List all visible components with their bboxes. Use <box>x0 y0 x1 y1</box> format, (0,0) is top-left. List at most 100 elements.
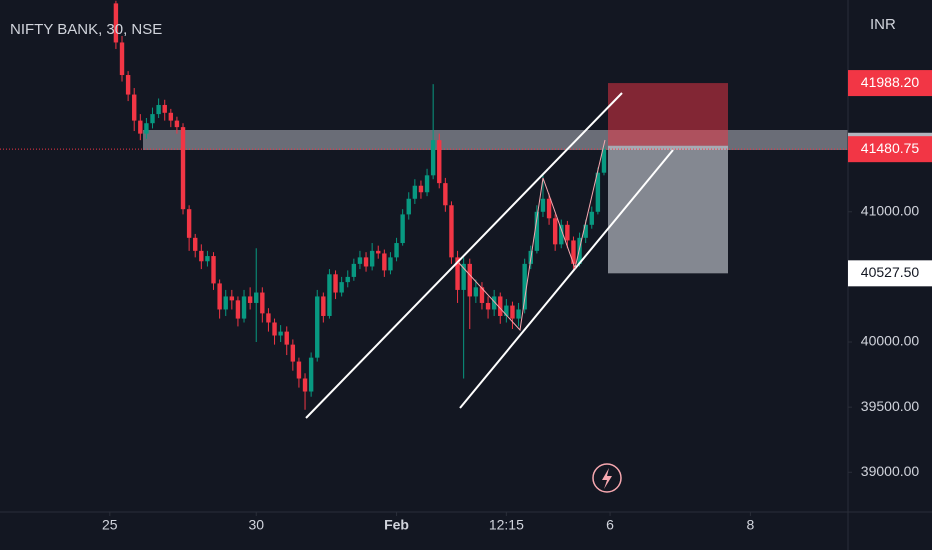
candle-body <box>290 344 296 362</box>
candle-body <box>412 185 418 199</box>
candle-body <box>333 274 338 293</box>
candle-body <box>156 104 161 115</box>
candle-body <box>351 263 357 277</box>
candle-body <box>546 198 552 219</box>
candle-body <box>491 296 497 310</box>
candle-body <box>296 361 302 379</box>
candle-body <box>144 123 149 134</box>
candle-body <box>400 214 405 244</box>
y-tick-label: 41000.00 <box>861 202 920 218</box>
candle-body <box>345 276 350 283</box>
candle-body <box>510 305 515 319</box>
candle-body <box>540 198 546 212</box>
candle-body <box>174 120 180 128</box>
price-label: 41988.20 <box>861 74 920 90</box>
axis-label: INR <box>870 16 896 33</box>
candle-body <box>266 313 271 323</box>
y-tick-label: 39000.00 <box>861 463 920 479</box>
candle-body <box>430 140 436 176</box>
candle-body <box>406 198 411 215</box>
candle-body <box>138 120 143 134</box>
candle-body <box>119 42 125 76</box>
price-label: 41480.75 <box>861 140 920 156</box>
candle-body <box>278 331 283 336</box>
candle-body <box>223 296 228 310</box>
drawings <box>305 92 674 419</box>
candle-body <box>565 224 570 241</box>
candle-body <box>382 253 387 271</box>
candle-body <box>150 114 155 124</box>
candle-body <box>437 140 442 184</box>
candle-body <box>369 250 375 267</box>
price-label-box <box>848 70 932 97</box>
x-tick-label: 12:15 <box>489 517 524 533</box>
x-tick-label: 8 <box>746 517 754 533</box>
candle-body <box>601 149 607 173</box>
candle-body <box>394 243 399 258</box>
candle-body <box>199 250 204 262</box>
candle-body <box>357 257 363 264</box>
candle-body <box>577 237 582 264</box>
candle-body <box>498 296 503 316</box>
candle-body <box>302 378 308 392</box>
x-tick-label: Feb <box>384 517 409 533</box>
candle-body <box>327 274 332 316</box>
wave-line <box>457 139 606 332</box>
candles <box>113 0 607 410</box>
candle-body <box>571 240 576 264</box>
candle-body <box>473 287 479 297</box>
candle-body <box>516 309 521 319</box>
candle-body <box>284 331 289 345</box>
candle-body <box>229 296 235 301</box>
candle-body <box>418 185 424 193</box>
candle-body <box>260 292 265 314</box>
candle-body <box>241 296 247 319</box>
alert-icon <box>592 463 622 493</box>
channel-line <box>305 92 623 419</box>
candle-body <box>132 94 137 121</box>
candle-body <box>247 296 253 303</box>
chart-title: NIFTY BANK, 30, NSE <box>10 21 162 38</box>
candle-body <box>534 211 540 251</box>
candle-body <box>522 263 527 310</box>
y-tick-label: 39500.00 <box>861 398 920 414</box>
candle-body <box>363 257 369 267</box>
candle-body <box>388 257 393 271</box>
target-zone <box>608 145 728 274</box>
x-tick-label: 25 <box>102 517 118 533</box>
candle-body <box>589 211 594 225</box>
candle-body <box>376 250 381 254</box>
candle-body <box>254 292 259 303</box>
candle-body <box>217 283 222 310</box>
candle-body <box>180 127 186 210</box>
candle-body <box>467 263 472 297</box>
candle-body <box>479 287 485 303</box>
candle-body <box>461 263 466 290</box>
candle-body <box>583 224 588 238</box>
candle-body <box>559 224 564 245</box>
candle-body <box>168 112 174 121</box>
stop-zone <box>608 83 728 146</box>
x-tick-label: 30 <box>248 517 264 533</box>
candle-body <box>186 209 192 238</box>
candle-body <box>211 256 216 284</box>
candle-body <box>308 357 314 392</box>
candle-body <box>504 305 509 316</box>
candle-body <box>443 183 448 206</box>
x-tick-label: 6 <box>606 517 614 533</box>
candle-body <box>113 3 119 43</box>
candle-body <box>205 256 210 262</box>
price-label-box <box>848 136 932 163</box>
candle-body <box>272 322 277 336</box>
candle-body <box>193 237 198 251</box>
resistance-zone <box>143 130 848 150</box>
channel-line <box>459 149 674 409</box>
candle-body <box>424 175 430 193</box>
candle-body <box>339 282 344 293</box>
y-tick-label: 40000.00 <box>861 333 920 349</box>
candle-body <box>552 218 558 245</box>
candle-body <box>162 104 167 113</box>
